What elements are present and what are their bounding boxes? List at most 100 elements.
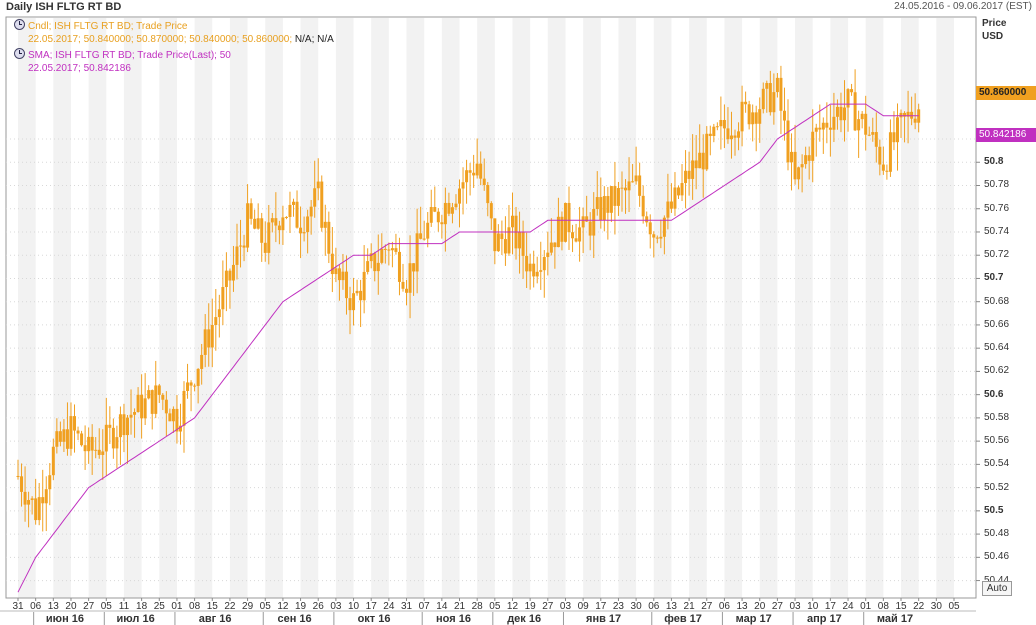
candle-body xyxy=(867,134,871,136)
candle-body xyxy=(486,185,490,204)
candle-body xyxy=(747,104,751,125)
candle-body xyxy=(281,217,285,231)
candle-body xyxy=(352,293,356,311)
candle-body xyxy=(835,106,839,117)
x-day-label: 03 xyxy=(789,601,801,612)
candle-body xyxy=(433,207,437,212)
auto-scale-button[interactable]: Auto xyxy=(982,581,1012,596)
x-day-label: 31 xyxy=(401,601,413,612)
sma-line xyxy=(17,103,919,593)
candle-body xyxy=(684,170,688,184)
candle-body xyxy=(133,411,137,415)
candle-body xyxy=(758,109,762,124)
x-month-label: ноя 16 xyxy=(436,613,471,625)
clock-icon xyxy=(14,48,25,59)
week-band xyxy=(618,18,637,598)
candle-body xyxy=(154,385,158,414)
candle-body xyxy=(443,202,447,225)
week-band xyxy=(335,18,354,598)
candle-body xyxy=(878,146,882,165)
x-day-label: 01 xyxy=(860,601,872,612)
x-day-label: 12 xyxy=(277,601,289,612)
candle-body xyxy=(323,221,327,228)
candle-body xyxy=(701,152,705,170)
candle-body xyxy=(592,209,596,236)
candle-body xyxy=(715,126,719,128)
candle-body xyxy=(108,424,112,428)
candle-body xyxy=(415,233,419,272)
x-day-label: 29 xyxy=(242,601,254,612)
candle-body xyxy=(27,500,31,505)
candle-body xyxy=(429,207,433,223)
candle-body xyxy=(507,227,511,254)
x-day-label: 22 xyxy=(913,601,925,612)
candle-body xyxy=(267,222,271,253)
candle-body xyxy=(224,270,228,288)
candle-body xyxy=(790,151,794,163)
candle-body xyxy=(860,113,864,120)
week-band xyxy=(724,18,743,598)
candle-body xyxy=(864,113,868,135)
candle-body xyxy=(136,394,140,412)
week-band xyxy=(88,18,107,598)
candle-body xyxy=(182,390,186,426)
candle-body xyxy=(581,216,585,228)
candle-body xyxy=(221,287,225,310)
candle-body xyxy=(797,167,801,180)
candle-body xyxy=(341,271,345,281)
y-tick-label: 50.48 xyxy=(984,528,1010,540)
candle-body xyxy=(397,251,401,282)
legend-cndl-ohlc: 22.05.2017; 50.840000; 50.870000; 50.840… xyxy=(28,34,293,45)
candle-body xyxy=(818,127,822,130)
x-day-label: 11 xyxy=(119,601,130,612)
candle-body xyxy=(23,491,27,505)
y-tick-label: 50.78 xyxy=(984,179,1010,191)
clock-icon xyxy=(14,19,25,30)
candle-body xyxy=(881,164,885,171)
week-band xyxy=(123,18,142,598)
candle-body xyxy=(122,414,126,436)
candle-body xyxy=(143,398,147,419)
candle-body xyxy=(465,170,469,183)
x-day-label: 05 xyxy=(948,601,960,612)
candle-body xyxy=(602,196,606,221)
candle-body xyxy=(161,394,165,400)
week-band xyxy=(512,18,531,598)
candle-body xyxy=(874,132,878,147)
candle-body xyxy=(76,430,80,434)
candle-body xyxy=(669,201,673,209)
x-day-label: 24 xyxy=(383,601,395,612)
candle-body xyxy=(578,227,582,242)
candle-body xyxy=(115,437,119,449)
week-band xyxy=(441,18,460,598)
candle-body xyxy=(249,203,253,219)
candle-body xyxy=(761,88,765,110)
candle-body xyxy=(147,390,151,399)
week-band xyxy=(583,18,601,598)
candle-body xyxy=(450,207,454,214)
candle-body xyxy=(101,451,105,455)
x-month-label: фев 17 xyxy=(664,613,702,625)
candle-body xyxy=(652,234,656,238)
y-tick-label: 50.68 xyxy=(984,295,1010,307)
candle-body xyxy=(599,197,603,221)
candle-body xyxy=(571,232,575,239)
y-tick-label: 50.74 xyxy=(984,225,1010,237)
x-day-label: 27 xyxy=(542,601,554,612)
legend-sma-value: 22.05.2017; 50.842186 xyxy=(28,63,131,74)
candle-body xyxy=(44,489,48,504)
candle-body xyxy=(150,390,154,414)
candle-body xyxy=(454,203,458,208)
x-day-label: 17 xyxy=(595,601,607,612)
candle-body xyxy=(648,222,652,235)
candle-body xyxy=(295,201,299,228)
candle-body xyxy=(521,231,525,256)
candle-body xyxy=(510,215,514,228)
y-tick-label: 50.54 xyxy=(984,458,1010,470)
week-band xyxy=(18,18,36,598)
candle-body xyxy=(687,170,691,179)
candle-body xyxy=(853,92,857,131)
candle-body xyxy=(616,188,620,206)
candle-body xyxy=(87,436,91,452)
